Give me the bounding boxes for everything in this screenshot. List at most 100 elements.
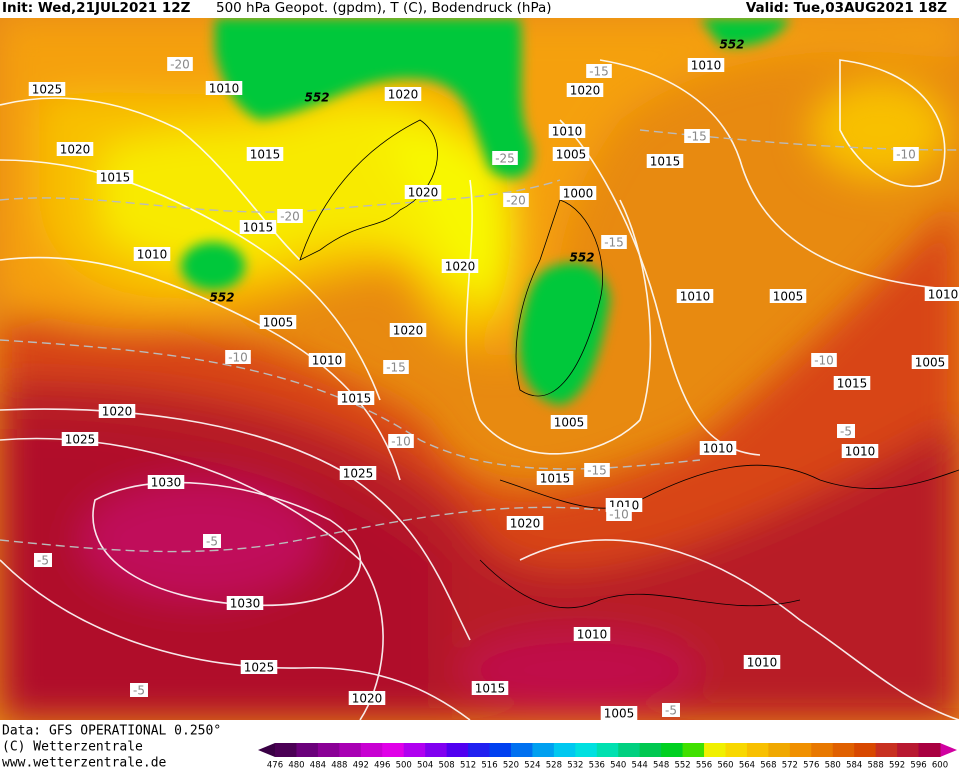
pressure-label-box	[841, 444, 879, 458]
temperature-label-group: -20	[503, 193, 529, 208]
geopotential-label: 552	[719, 38, 744, 52]
colorbar-swatch	[854, 743, 877, 757]
colorbar-label: 512	[460, 761, 476, 771]
pressure-label-box	[239, 220, 277, 234]
colorbar-swatch	[704, 743, 726, 757]
pressure-label-box	[573, 627, 611, 641]
pressure-label-box	[550, 415, 588, 429]
colorbar-swatch	[317, 743, 340, 757]
pressure-label-box	[743, 655, 781, 669]
pressure-label-box	[506, 516, 544, 530]
pressure-label-group: 1020	[389, 323, 427, 338]
pressure-label-group: 1020	[404, 185, 442, 200]
colorbar-label: 544	[632, 761, 648, 771]
colorbar-label: 536	[589, 761, 605, 771]
pressure-label-box	[308, 353, 346, 367]
pressure-label: 1015	[100, 171, 131, 185]
pressure-label-box	[246, 147, 284, 161]
pressure-label: 1010	[703, 442, 734, 456]
pressure-label: 1020	[510, 517, 541, 531]
colorbar-swatch	[510, 743, 533, 757]
pressure-label: 1020	[570, 84, 601, 98]
pressure-label-box	[911, 355, 949, 369]
temperature-label-box	[34, 553, 52, 567]
product-label: 500 hPa Geopot. (gpdm), T (C), Bodendruc…	[216, 0, 552, 16]
map-labels: 1025 1010 1020 1015 1015 1015 1010 1020 1020 1010…	[28, 38, 959, 721]
colorbar-swatch	[575, 743, 598, 757]
pressure-label: 1020	[352, 692, 383, 706]
pressure-label: 1000	[563, 187, 594, 201]
pressure-label-box	[404, 185, 442, 199]
pressure-label: 1010	[209, 82, 240, 96]
temperature-label-group: -10	[388, 434, 414, 449]
footer-source: Data: GFS OPERATIONAL 0.250°	[2, 724, 221, 739]
geopotential-label: 552	[569, 251, 594, 265]
colorbar-swatch	[897, 743, 920, 757]
temperature-label-box	[606, 507, 632, 521]
temperature-label: -15	[587, 464, 607, 478]
colorbar-label: 580	[825, 761, 841, 771]
pressure-label: 1015	[650, 155, 681, 169]
pressure-label-group: 1010	[308, 353, 346, 368]
pressure-label-box	[205, 81, 243, 95]
pressure-label: 1010	[928, 288, 959, 302]
temperature-label: -10	[228, 351, 248, 365]
pressure-label-box	[337, 391, 375, 405]
pressure-label-box	[924, 287, 959, 301]
pressure-label-group: 1000	[559, 186, 597, 201]
pressure-label-box	[699, 441, 737, 455]
map-field	[0, 18, 959, 720]
temperature-label-box	[586, 64, 612, 78]
pressure-label-box	[548, 124, 586, 138]
pressure-label-box	[600, 706, 638, 720]
pressure-label-box	[471, 681, 509, 695]
pressure-label-group: 1015	[646, 154, 684, 169]
pressure-label-box	[348, 691, 386, 705]
temperature-label-group: -15	[684, 129, 710, 144]
pressure-label: 1005	[773, 290, 804, 304]
colorbar-swatch	[725, 743, 748, 757]
pressure-label-group: 1025	[28, 82, 66, 97]
pressure-label-group: 1005	[911, 355, 949, 370]
footer-copyright: (C) Wetterzentrale	[2, 740, 143, 755]
temperature-label-box	[492, 151, 518, 165]
pressure-label-box	[384, 87, 422, 101]
temperature-label: -10	[391, 435, 411, 449]
temperature-label-group: -20	[167, 57, 193, 72]
colorbar-swatch	[296, 743, 319, 757]
colorbar-swatch	[618, 743, 641, 757]
pressure-label-group: 1010	[573, 627, 611, 642]
pressure-label: 1015	[540, 472, 571, 486]
pressure-label-group: 1010	[548, 124, 586, 139]
pressure-label: 1005	[556, 148, 587, 162]
pressure-label-group: 1020	[441, 259, 479, 274]
temperature-label-group: -10	[811, 353, 837, 368]
colorbar-label: 476	[267, 761, 283, 771]
temperature-label: -15	[604, 236, 624, 250]
pressure-label-group: 1020	[506, 516, 544, 531]
colorbar-swatch	[468, 743, 491, 757]
geopotential-label: 552	[304, 91, 329, 105]
colorbar-arrow-low	[258, 743, 275, 757]
colorbar-swatch	[446, 743, 469, 757]
pressure-label: 1010	[691, 59, 722, 73]
pressure-label-group: 1010	[841, 444, 879, 459]
colorbar-swatch	[339, 743, 362, 757]
colorbar-swatch	[682, 743, 705, 757]
colorbar-label: 600	[932, 761, 948, 771]
pressure-label: 1020	[102, 405, 133, 419]
colorbar-swatch	[639, 743, 662, 757]
pressure-label-group: 1010	[743, 655, 781, 670]
pressure-label: 1005	[554, 416, 585, 430]
temperature-label-box	[837, 424, 855, 438]
pressure-label: 1005	[604, 707, 635, 721]
temperature-label-group: -15	[584, 463, 610, 478]
temperature-label-box	[277, 209, 303, 223]
pressure-label-group: 1010	[676, 289, 714, 304]
temperature-label: -15	[687, 130, 707, 144]
pressure-label-box	[61, 432, 99, 446]
geopotential-label-group: 552	[719, 38, 744, 52]
temperature-label-box	[684, 129, 710, 143]
temperature-label-group: -10	[893, 147, 919, 162]
